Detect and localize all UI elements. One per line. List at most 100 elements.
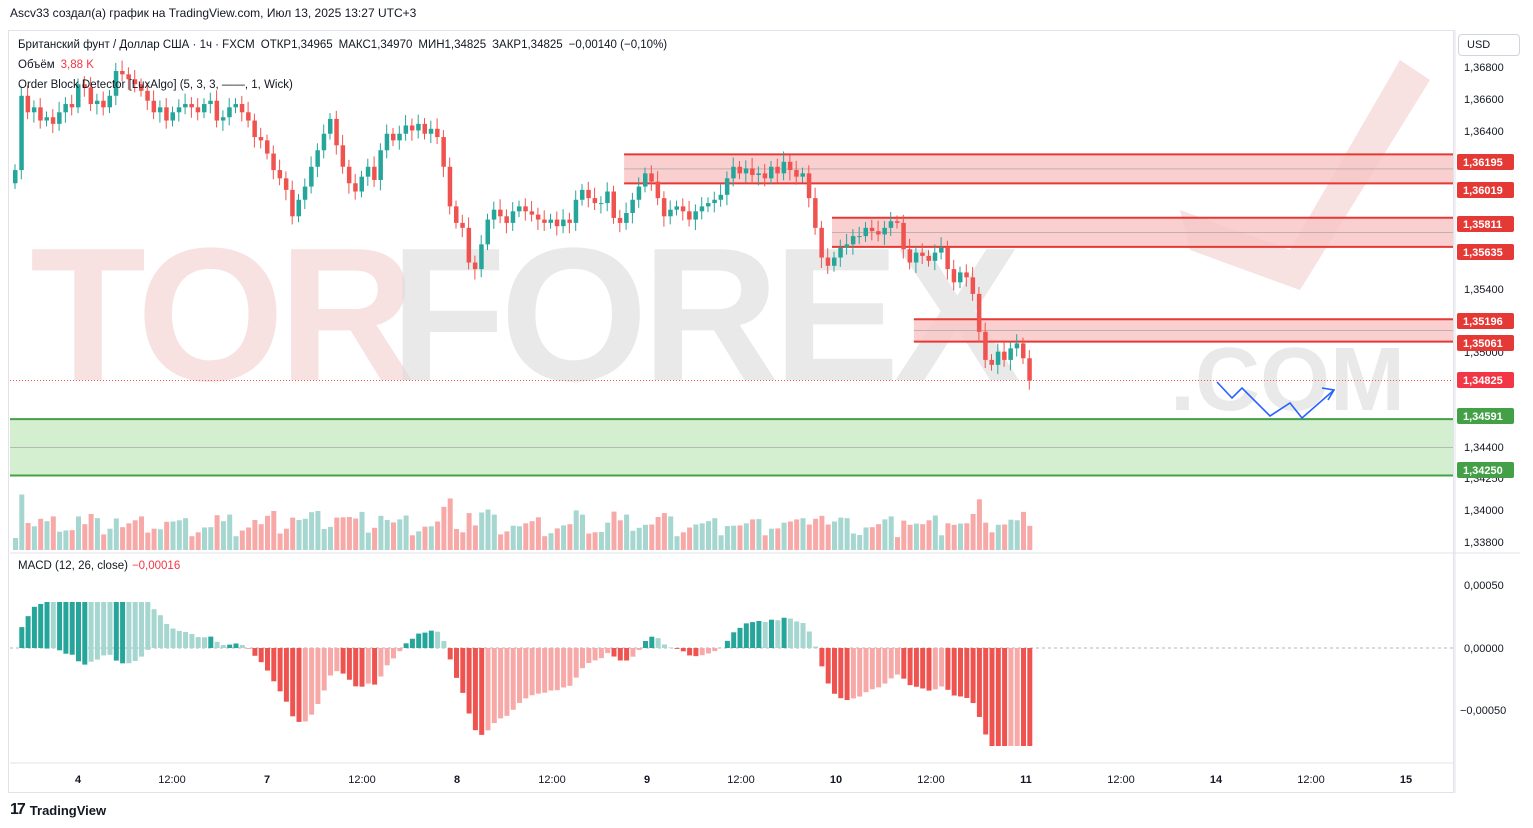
macd-bar [309,648,315,715]
currency-button[interactable]: USD [1458,34,1520,56]
macd-bar [113,602,119,661]
candle-body [636,186,642,200]
candle-body [649,173,654,182]
macd-bar [643,641,648,648]
volume-bar [888,516,894,550]
candle-body [586,189,591,199]
ohlc-open: ОТКР1,34965 [260,39,333,51]
time-axis[interactable]: 4 12:00 7 12:00 8 12:00 9 12:00 10 12:00 11 12:00 14… [10,30,1520,793]
candle-body [472,262,478,270]
volume-bar [523,523,529,550]
volume-bar [271,511,277,550]
symbol-title[interactable]: Британский фунт / Доллар США · 1ч · FXCM [18,39,255,51]
candle-body [466,227,472,263]
macd-bar [145,602,151,650]
macd-bar [183,632,189,648]
macd-bar [321,648,327,691]
macd-bar [460,648,466,693]
macd-bar [265,648,270,671]
macd-bar [976,648,982,717]
candle-body [479,244,484,270]
macd-bar [340,648,346,674]
volume-bar [315,511,321,550]
volume-bar [580,514,585,550]
volume-bar [485,509,491,550]
macd-bar [649,636,655,648]
macd-bar [819,648,825,667]
tradingview-logo[interactable]: 17 TradingView [10,801,106,819]
candle-body [409,125,415,131]
volume-bar [743,523,749,550]
candle-body [252,120,257,138]
candle-body [598,203,604,205]
volume-bar [422,526,428,550]
x-tick-label: 11 [1020,774,1032,786]
candle-body [246,112,251,121]
candle-body [718,194,724,200]
indicator-label[interactable]: Order Block Detector [LuxAlgo] (5, 3, 3,… [18,79,293,91]
candle-body [863,227,868,237]
volume-bar [340,517,346,550]
candle-body [706,203,711,207]
candle-body [775,166,780,174]
volume-label[interactable]: Объём [18,59,55,71]
candle-body [25,95,31,113]
volume-bar [794,519,800,550]
candle-body [523,206,528,212]
candle-body [346,166,352,184]
volume-bar [895,537,900,550]
macd-bar [271,648,277,682]
price-axis[interactable]: 1,368001,366001,364001,354001,350001,344… [1460,62,1506,717]
candle-body [94,100,100,105]
volume-bar [674,536,680,550]
candle-body [888,221,894,228]
candle-body [359,176,364,192]
volume-bar [806,524,812,550]
macd-bar [706,648,711,654]
candle-body [120,71,125,75]
volume-bar [491,514,497,550]
candle-body [76,84,81,108]
volume-bar [624,514,630,550]
candle-body [699,206,705,212]
x-tick-label: 12:00 [1297,774,1325,786]
volume-bar [151,528,157,550]
volume-bar [939,535,945,550]
macd-tick-label: −0,00050 [1460,705,1506,717]
volume-bar [57,531,63,550]
volume-bar [706,521,711,550]
candle-body [680,206,686,212]
volume-bar [781,522,787,550]
macd-bar [762,621,768,648]
volume-bar [208,527,214,550]
volume-bar [94,518,100,550]
volume-bar [636,527,642,550]
macd-bar [107,602,113,655]
volume-bar [882,519,888,550]
chart-legend: Британский фунт / Доллар США · 1ч · FXCM… [18,35,667,95]
x-tick-label: 12:00 [158,774,186,786]
volume-value: 3,88 K [60,59,94,71]
macd-bar [283,648,289,702]
candle-body [139,84,144,91]
volume-bar [913,523,919,550]
candle-body [756,173,761,176]
candle-body [838,247,843,258]
macd-bar [882,648,888,684]
candle-body [321,133,327,151]
x-tick-label: 12:00 [538,774,566,786]
candle-body [441,137,446,167]
volume-bar [567,524,573,550]
candle-body [989,359,994,365]
candle-body [825,257,831,266]
volume-bar [195,532,201,550]
ohlc-change: −0,00140 (−0,10%) [568,39,668,51]
y-tick-label: 1,36400 [1464,126,1504,138]
price-tag-ob_bull [1457,462,1514,478]
macd-label[interactable]: MACD (12, 26, close) [18,560,128,572]
macd-bar [435,631,441,648]
macd-bar [624,648,630,661]
candle-body [277,170,283,179]
volume-bar [498,534,504,550]
